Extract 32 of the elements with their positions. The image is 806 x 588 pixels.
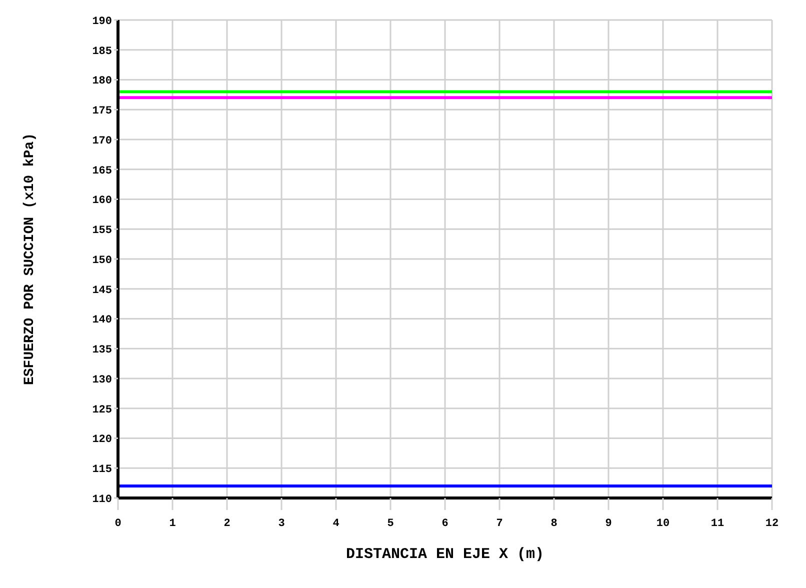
x-tick-label: 2 <box>224 518 230 530</box>
x-tick-label: 8 <box>550 518 558 530</box>
x-tick-label: 3 <box>278 518 286 530</box>
x-tick-label: 1 <box>169 518 176 530</box>
y-tick-label: 175 <box>92 106 112 118</box>
y-tick-label: 185 <box>92 46 112 58</box>
x-tick-label: 10 <box>656 518 670 530</box>
y-tick-label: 170 <box>92 135 112 148</box>
x-tick-label: 11 <box>710 518 724 530</box>
y-tick-label: 120 <box>92 434 112 446</box>
x-tick-label: 0 <box>114 518 122 530</box>
x-tick-label: 7 <box>496 518 503 530</box>
y-tick-label: 165 <box>92 165 112 178</box>
y-tick-label: 150 <box>92 254 112 267</box>
x-tick-label: 5 <box>387 518 394 530</box>
x-tick-label: 4 <box>332 518 340 530</box>
x-axis-title: DISTANCIA EN EJE X (m) <box>346 546 544 563</box>
y-axis-title: ESFUERZO POR SUCCION (x10 kPa) <box>22 132 38 386</box>
y-tick-label: 160 <box>92 195 112 208</box>
y-tick-label: 125 <box>92 404 112 416</box>
y-tick-label: 145 <box>92 284 112 297</box>
y-tick-label: 115 <box>92 464 112 476</box>
y-tick-label: 140 <box>92 314 112 327</box>
y-tick-label: 155 <box>92 225 112 238</box>
x-tick-label: 9 <box>605 518 612 530</box>
y-tick-label: 135 <box>92 344 112 357</box>
y-tick-label: 130 <box>92 374 112 386</box>
y-tick-label: 180 <box>92 76 112 88</box>
x-tick-label: 12 <box>765 518 779 530</box>
y-tick-label: 190 <box>92 16 112 28</box>
x-tick-label: 6 <box>442 518 448 530</box>
y-tick-label: 110 <box>92 494 112 506</box>
